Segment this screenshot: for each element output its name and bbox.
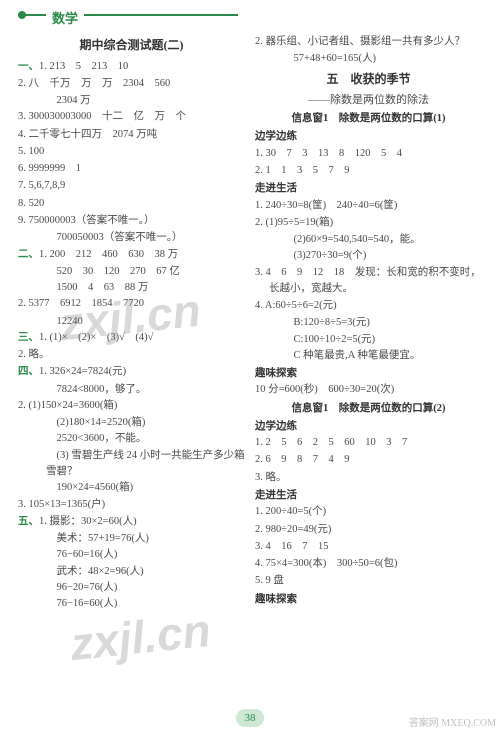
answer-line: 2. 1 1 3 5 7 9 <box>255 163 482 179</box>
answer-line: 2520<3600，不能。 <box>18 431 245 447</box>
answer-line: 美术：57+19=76(人) <box>18 531 245 547</box>
answer-line: (3)270÷30=9(个) <box>255 248 482 264</box>
answer-line: 700050003（答案不唯一。） <box>18 230 245 246</box>
header-dot <box>18 11 26 19</box>
bxbl2-heading: 边学边练 <box>255 419 482 435</box>
answer-line: 4. 75×4=300(本) 300÷50=6(包) <box>255 556 482 572</box>
answer-line: 2. (1)150×24=3600(箱) <box>18 398 245 414</box>
answer-line: 2304 万 <box>18 93 245 109</box>
answer-line: 2. 器乐组、小记者组、摄影组一共有多少人？ <box>255 34 482 50</box>
answer-line: 76−60=16(人) <box>18 547 245 563</box>
sec1-label: 一、1. 213 5 213 10 <box>18 59 245 75</box>
answer-line: 520 30 120 270 67 亿 <box>18 264 245 280</box>
answer-line: 57+48+60=165(人) <box>255 51 482 67</box>
answer-line: (3) 雪碧生产线 24 小时一共能生产多少箱雪碧？ <box>18 448 245 481</box>
left-column: 期中综合测试题(二) 一、1. 213 5 213 10 2. 八 千万 万 万… <box>18 34 245 711</box>
answer-line: 7824<8000，够了。 <box>18 382 245 398</box>
answer-line: 3. 105×13=1365(户) <box>18 497 245 513</box>
answer-line: C:100÷10÷2=5(元) <box>255 332 482 348</box>
right-column: 2. 器乐组、小记者组、摄影组一共有多少人？ 57+48+60=165(人) 五… <box>255 34 482 711</box>
info1-title: 信息窗1 除数是两位数的口算(1) <box>255 111 482 127</box>
answer-line: C 种笔最贵,A 种笔最便宜。 <box>255 348 482 364</box>
answer-line: 1. 摄影：30×2=60(人) <box>39 516 137 527</box>
answer-line: (2)60×9=540,540=540，能。 <box>255 232 482 248</box>
answer-line: 1500 4 63 88 万 <box>18 280 245 296</box>
answer-line: 7. 5,6,7,8,9 <box>18 178 245 194</box>
sec3-label: 三、1. (1)× (2)× (3)√ (4)√ <box>18 330 245 346</box>
answer-line: 6. 9999999 1 <box>18 161 245 177</box>
answer-line: 12240 <box>18 314 245 330</box>
zjsh2-heading: 走进生活 <box>255 488 482 504</box>
corner-logo: 答案网 MXEQ.COM <box>409 718 496 729</box>
answer-line: 8. 520 <box>18 196 245 212</box>
exam-title: 期中综合测试题(二) <box>18 36 245 55</box>
answer-line: 2. 6 9 8 7 4 9 <box>255 452 482 468</box>
answer-line: 武术：48×2=96(人) <box>18 564 245 580</box>
sec-marker: 四、 <box>18 366 39 377</box>
sec-marker: 一、 <box>18 61 39 72</box>
sec-marker: 三、 <box>18 332 39 343</box>
info2-title: 信息窗1 除数是两位数的口算(2) <box>255 401 482 417</box>
answer-line: 2. 略。 <box>18 347 245 363</box>
answer-line: 1. 213 5 213 10 <box>39 61 128 72</box>
sec2-label: 二、1. 200 212 460 630 38 万 <box>18 247 245 263</box>
answer-line: 1. 30 7 3 13 8 120 5 4 <box>255 146 482 162</box>
unit-subtitle: ——除数是两位数的除法 <box>255 92 482 109</box>
answer-line: 1. 326×24=7824(元) <box>39 366 126 377</box>
zjsh1-heading: 走进生活 <box>255 181 482 197</box>
answer-line: 5. 9 盘 <box>255 573 482 589</box>
answer-line: 96−20=76(人) <box>18 580 245 596</box>
answer-line: 2. (1)95÷5=19(箱) <box>255 215 482 231</box>
answer-line: 4. A:60÷5÷6=2(元) <box>255 298 482 314</box>
qwts2-heading: 趣味探索 <box>255 592 482 608</box>
answer-line: 4. 二千零七十四万 2074 万吨 <box>18 127 245 143</box>
answer-line: (2)180×14=2520(箱) <box>18 415 245 431</box>
answer-line: B:120÷8÷5=3(元) <box>255 315 482 331</box>
sec-marker: 五、 <box>18 516 39 527</box>
content-columns: 期中综合测试题(二) 一、1. 213 5 213 10 2. 八 千万 万 万… <box>18 34 482 711</box>
answer-line: 3. 300030003000 十二 亿 万 个 <box>18 109 245 125</box>
answer-line: 2. 5377 6912 1854 7720 <box>18 296 245 312</box>
answer-line: 1. (1)× (2)× (3)√ (4)√ <box>39 332 153 343</box>
header-subject: 数学 <box>46 8 84 27</box>
answer-line: 1. 240÷30=8(筐) 240÷40=6(筐) <box>255 198 482 214</box>
answer-line: 190×24=4560(箱) <box>18 480 245 496</box>
answer-line: 1. 200÷40=5(个) <box>255 504 482 520</box>
bxbl1-heading: 边学边练 <box>255 129 482 145</box>
sec4-label: 四、1. 326×24=7824(元) <box>18 364 245 380</box>
sec5-label: 五、1. 摄影：30×2=60(人) <box>18 514 245 530</box>
qwts1-heading: 趣味探索 <box>255 366 482 382</box>
unit-title: 五 收获的季节 <box>255 70 482 89</box>
answer-line: 3. 4 16 7 15 <box>255 539 482 555</box>
answer-line: 9. 750000003（答案不唯一。） <box>18 213 245 229</box>
answer-line: 2. 980÷20=49(元) <box>255 522 482 538</box>
answer-line: 5. 100 <box>18 144 245 160</box>
answer-line: 3. 略。 <box>255 470 482 486</box>
page-number: 38 <box>236 709 264 727</box>
answer-line: 76−16=60(人) <box>18 596 245 612</box>
answer-line: 10 分=600(秒) 600÷30=20(次) <box>255 382 482 398</box>
answer-line: 1. 2 5 6 2 5 60 10 3 7 <box>255 435 482 451</box>
answer-line: 2. 八 千万 万 万 2304 560 <box>18 76 245 92</box>
answer-line: 3. 4 6 9 12 18 发现：长和宽的积不变时，长越小，宽越大。 <box>255 265 482 298</box>
answer-line: 1. 200 212 460 630 38 万 <box>39 249 178 260</box>
sec-marker: 二、 <box>18 249 39 260</box>
